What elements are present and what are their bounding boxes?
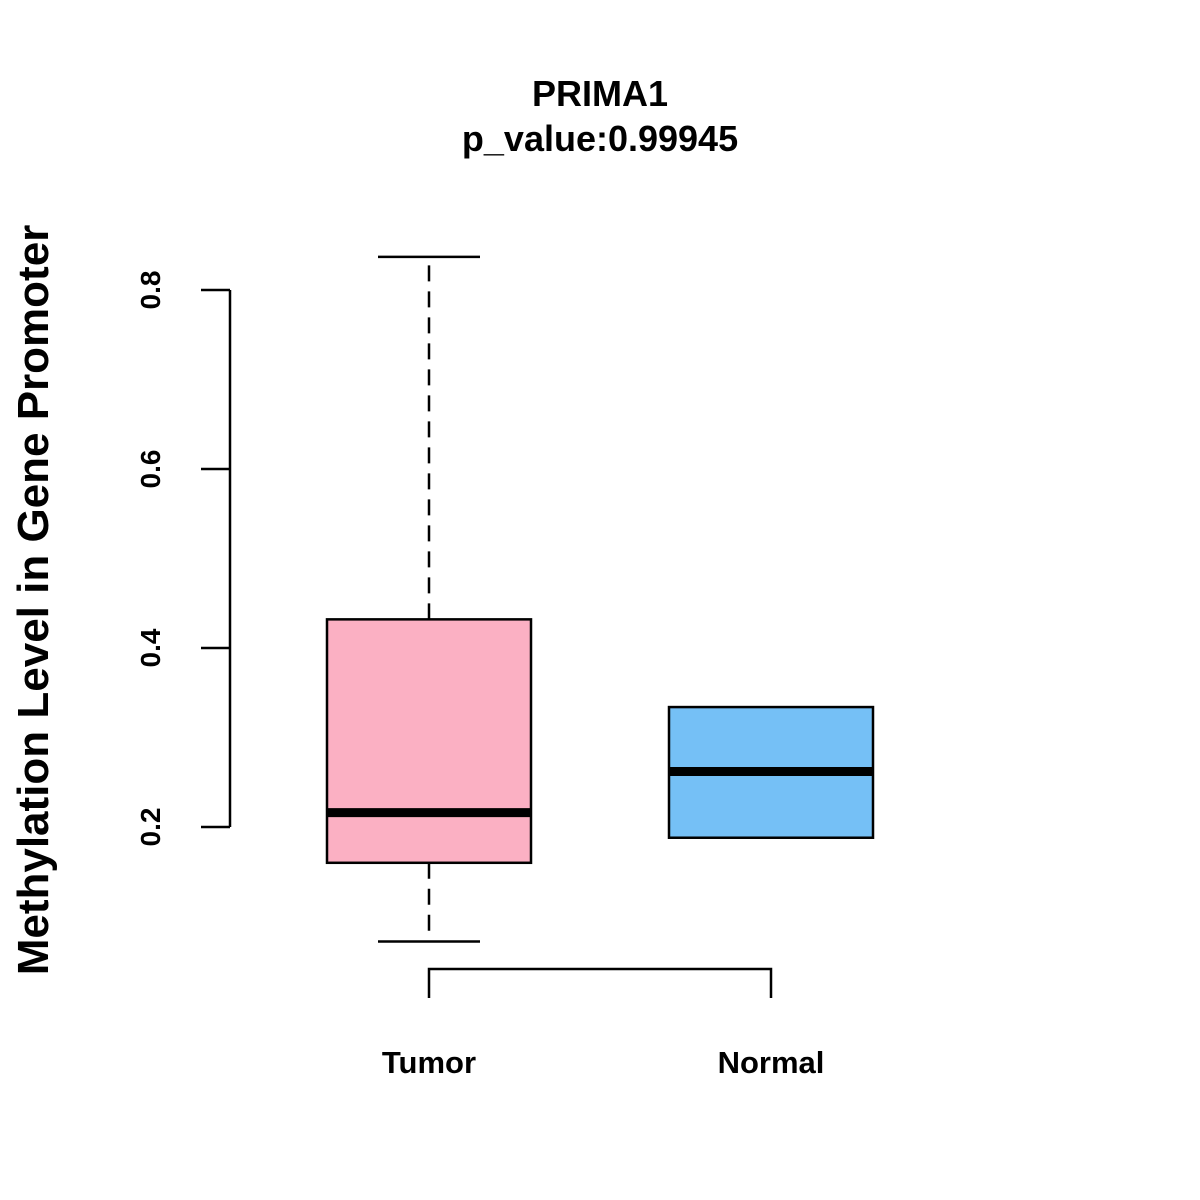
tumor-box bbox=[325, 618, 533, 865]
y-tick-label-3: 0.8 bbox=[135, 271, 166, 310]
y-axis-label: Methylation Level in Gene Promoter bbox=[9, 225, 58, 976]
y-tick-label-0: 0.2 bbox=[135, 808, 166, 847]
x-label-tumor: Tumor bbox=[382, 1045, 476, 1080]
y-tick-label-2: 0.6 bbox=[135, 450, 166, 489]
chart-title: PRIMA1 bbox=[532, 73, 668, 114]
boxes bbox=[325, 255, 875, 943]
x-axis-labels: Tumor Normal bbox=[382, 1045, 824, 1080]
chart-subtitle: p_value:0.99945 bbox=[462, 118, 738, 159]
y-tick-label-1: 0.4 bbox=[135, 628, 166, 667]
comparison-bracket bbox=[427, 967, 773, 998]
bracket-line bbox=[427, 967, 773, 998]
x-label-normal: Normal bbox=[718, 1045, 825, 1080]
y-axis: 0.2 0.4 0.6 0.8 bbox=[135, 271, 232, 847]
